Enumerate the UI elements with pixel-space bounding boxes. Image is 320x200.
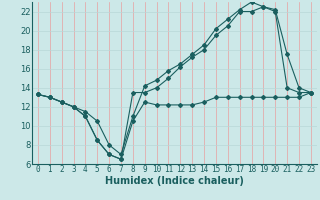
X-axis label: Humidex (Indice chaleur): Humidex (Indice chaleur): [105, 176, 244, 186]
